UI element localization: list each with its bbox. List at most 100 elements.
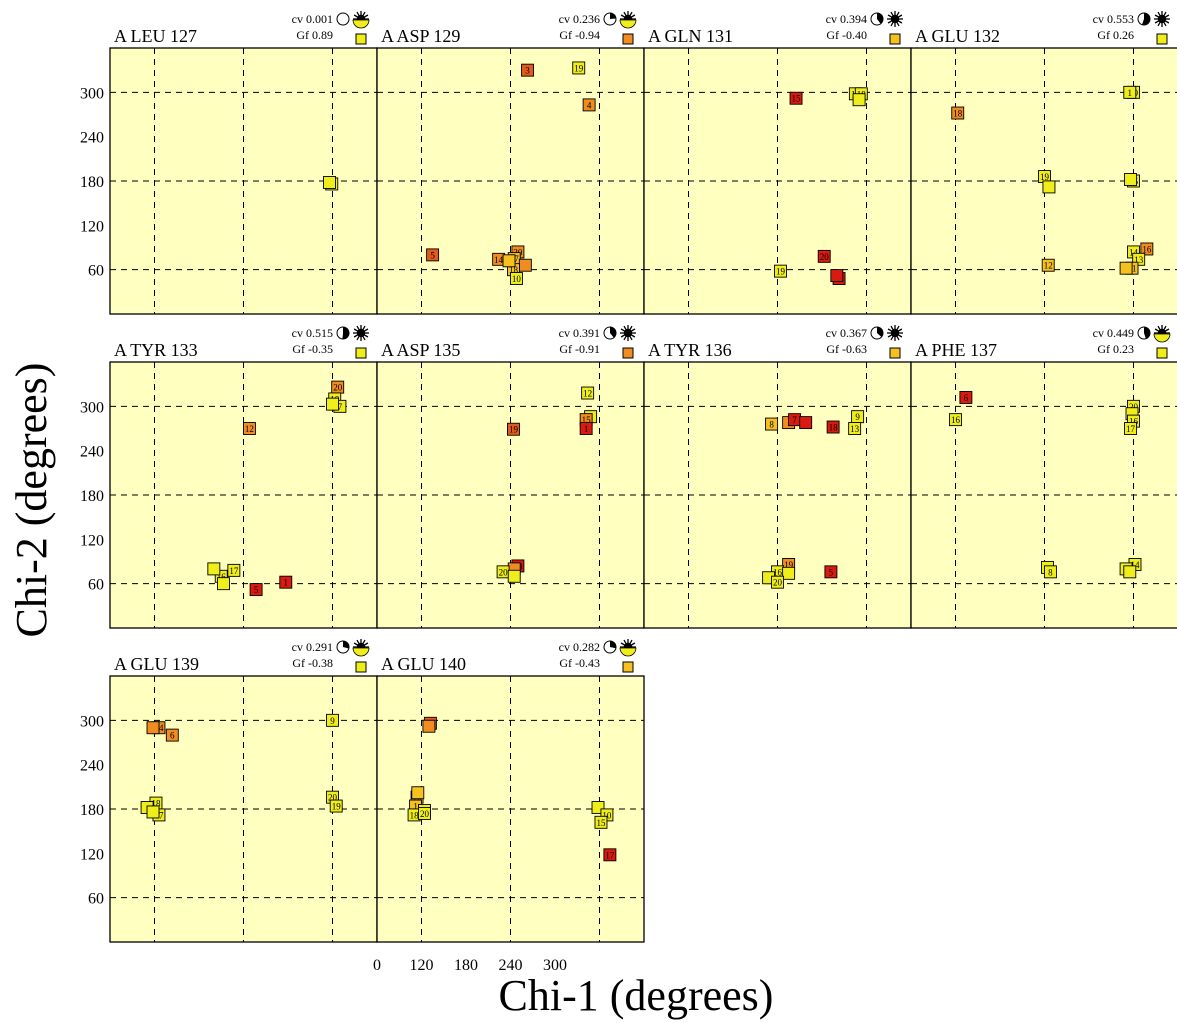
- data-point-marker: [249, 583, 263, 597]
- data-point-label: 20: [499, 567, 509, 577]
- data-point-marker: [1041, 258, 1055, 272]
- data-point: 17: [603, 848, 617, 862]
- sun-ray: [620, 14, 625, 18]
- data-point-label: 8: [769, 420, 774, 430]
- data-point: [326, 397, 339, 411]
- sun-ray: [1165, 328, 1170, 332]
- data-point-marker: [326, 397, 339, 411]
- y-tick-label: 300: [80, 399, 104, 416]
- data-point: [217, 577, 230, 591]
- data-point: 5: [249, 583, 263, 597]
- sun-ray: [353, 334, 358, 338]
- sun-ray: [356, 639, 360, 644]
- data-point-marker: [949, 413, 962, 427]
- data-point-marker: [826, 420, 840, 434]
- data-point: 9: [326, 713, 339, 727]
- gf-value: Gf -0.94: [559, 28, 600, 42]
- data-point-marker: [521, 63, 535, 77]
- data-point-marker: [279, 575, 293, 589]
- data-point: [852, 93, 866, 107]
- data-point-label: 15: [792, 94, 802, 104]
- data-point-label: 16: [773, 567, 783, 577]
- sun-ray: [623, 11, 627, 16]
- x-tick-label: 120: [410, 957, 434, 974]
- data-point-marker: [579, 422, 593, 435]
- sun-ray: [887, 14, 892, 18]
- data-point-marker: [411, 786, 425, 800]
- gf-color-box: [889, 33, 901, 45]
- data-point-label: 20: [820, 252, 830, 262]
- sun-ray: [896, 11, 900, 16]
- sun-ray: [896, 325, 900, 330]
- data-point-marker: [1042, 180, 1056, 194]
- sun-ray: [362, 325, 366, 330]
- data-point-marker: [774, 264, 787, 278]
- data-point-label: 17: [229, 566, 239, 576]
- gf-value: Gf -0.43: [559, 656, 600, 670]
- y-tick-label: 180: [80, 802, 104, 819]
- data-point-marker: [594, 815, 608, 829]
- panel-title: A TYR 136: [648, 340, 732, 360]
- data-point: 3: [521, 63, 535, 77]
- y-tick-label: 120: [80, 532, 104, 549]
- gf-color-box: [889, 347, 901, 359]
- pie-icon-fill: [877, 327, 883, 338]
- sun-ray: [1154, 20, 1159, 24]
- data-point-label: 6: [170, 731, 175, 741]
- data-point: 20: [771, 575, 784, 589]
- x-tick-label: 240: [499, 957, 523, 974]
- sun-ray: [362, 639, 366, 644]
- data-point-marker: [799, 416, 813, 430]
- x-tick-label: 0: [373, 957, 381, 974]
- panel-title: A GLU 132: [915, 26, 1000, 46]
- data-point-marker: [507, 569, 521, 583]
- sun-ray: [1157, 325, 1161, 330]
- data-point: 20: [418, 806, 431, 820]
- data-point-marker: [572, 61, 586, 75]
- data-point-marker: [582, 98, 596, 112]
- sun-ray: [1163, 325, 1167, 330]
- y-tick-label: 240: [80, 444, 104, 461]
- panel-title: A PHE 137: [915, 340, 997, 360]
- sun-ray: [1157, 22, 1161, 27]
- y-tick-label: 240: [80, 758, 104, 775]
- data-point: 17: [1124, 422, 1137, 435]
- data-point-marker: [326, 713, 339, 727]
- data-point-label: 14: [1130, 560, 1140, 570]
- data-point-marker: [1124, 173, 1137, 186]
- data-point-label: 12: [245, 424, 254, 434]
- data-point: 13: [848, 422, 862, 435]
- data-point-label: 10: [512, 274, 522, 284]
- data-point-marker: [518, 258, 532, 272]
- data-point-marker: [418, 806, 431, 820]
- data-point-marker: [1124, 422, 1137, 435]
- data-point: [1119, 261, 1133, 275]
- sun-ray: [364, 328, 369, 332]
- sun-ray: [1157, 11, 1161, 16]
- pie-icon-fill: [610, 641, 616, 649]
- sun-ray: [898, 20, 903, 24]
- sun-core: [356, 328, 366, 338]
- data-point: [1124, 173, 1137, 186]
- sun-ray: [631, 334, 636, 338]
- pie-icon-fill: [1142, 13, 1150, 26]
- sun-ray: [623, 336, 627, 341]
- cv-value: cv 0.394: [826, 12, 867, 26]
- sun-ray: [1163, 22, 1167, 27]
- sun-shade: [619, 647, 637, 657]
- sun-icon: [352, 11, 370, 29]
- data-point-label: 7: [338, 402, 343, 412]
- pie-icon-fill: [610, 327, 616, 338]
- data-point-label: 9: [330, 716, 335, 726]
- gf-value: Gf -0.38: [292, 656, 333, 670]
- data-point-marker: [852, 93, 866, 107]
- data-point: 16: [949, 413, 962, 427]
- sun-ray: [353, 642, 358, 646]
- data-point: 5: [426, 248, 440, 262]
- data-point-marker: [959, 391, 973, 404]
